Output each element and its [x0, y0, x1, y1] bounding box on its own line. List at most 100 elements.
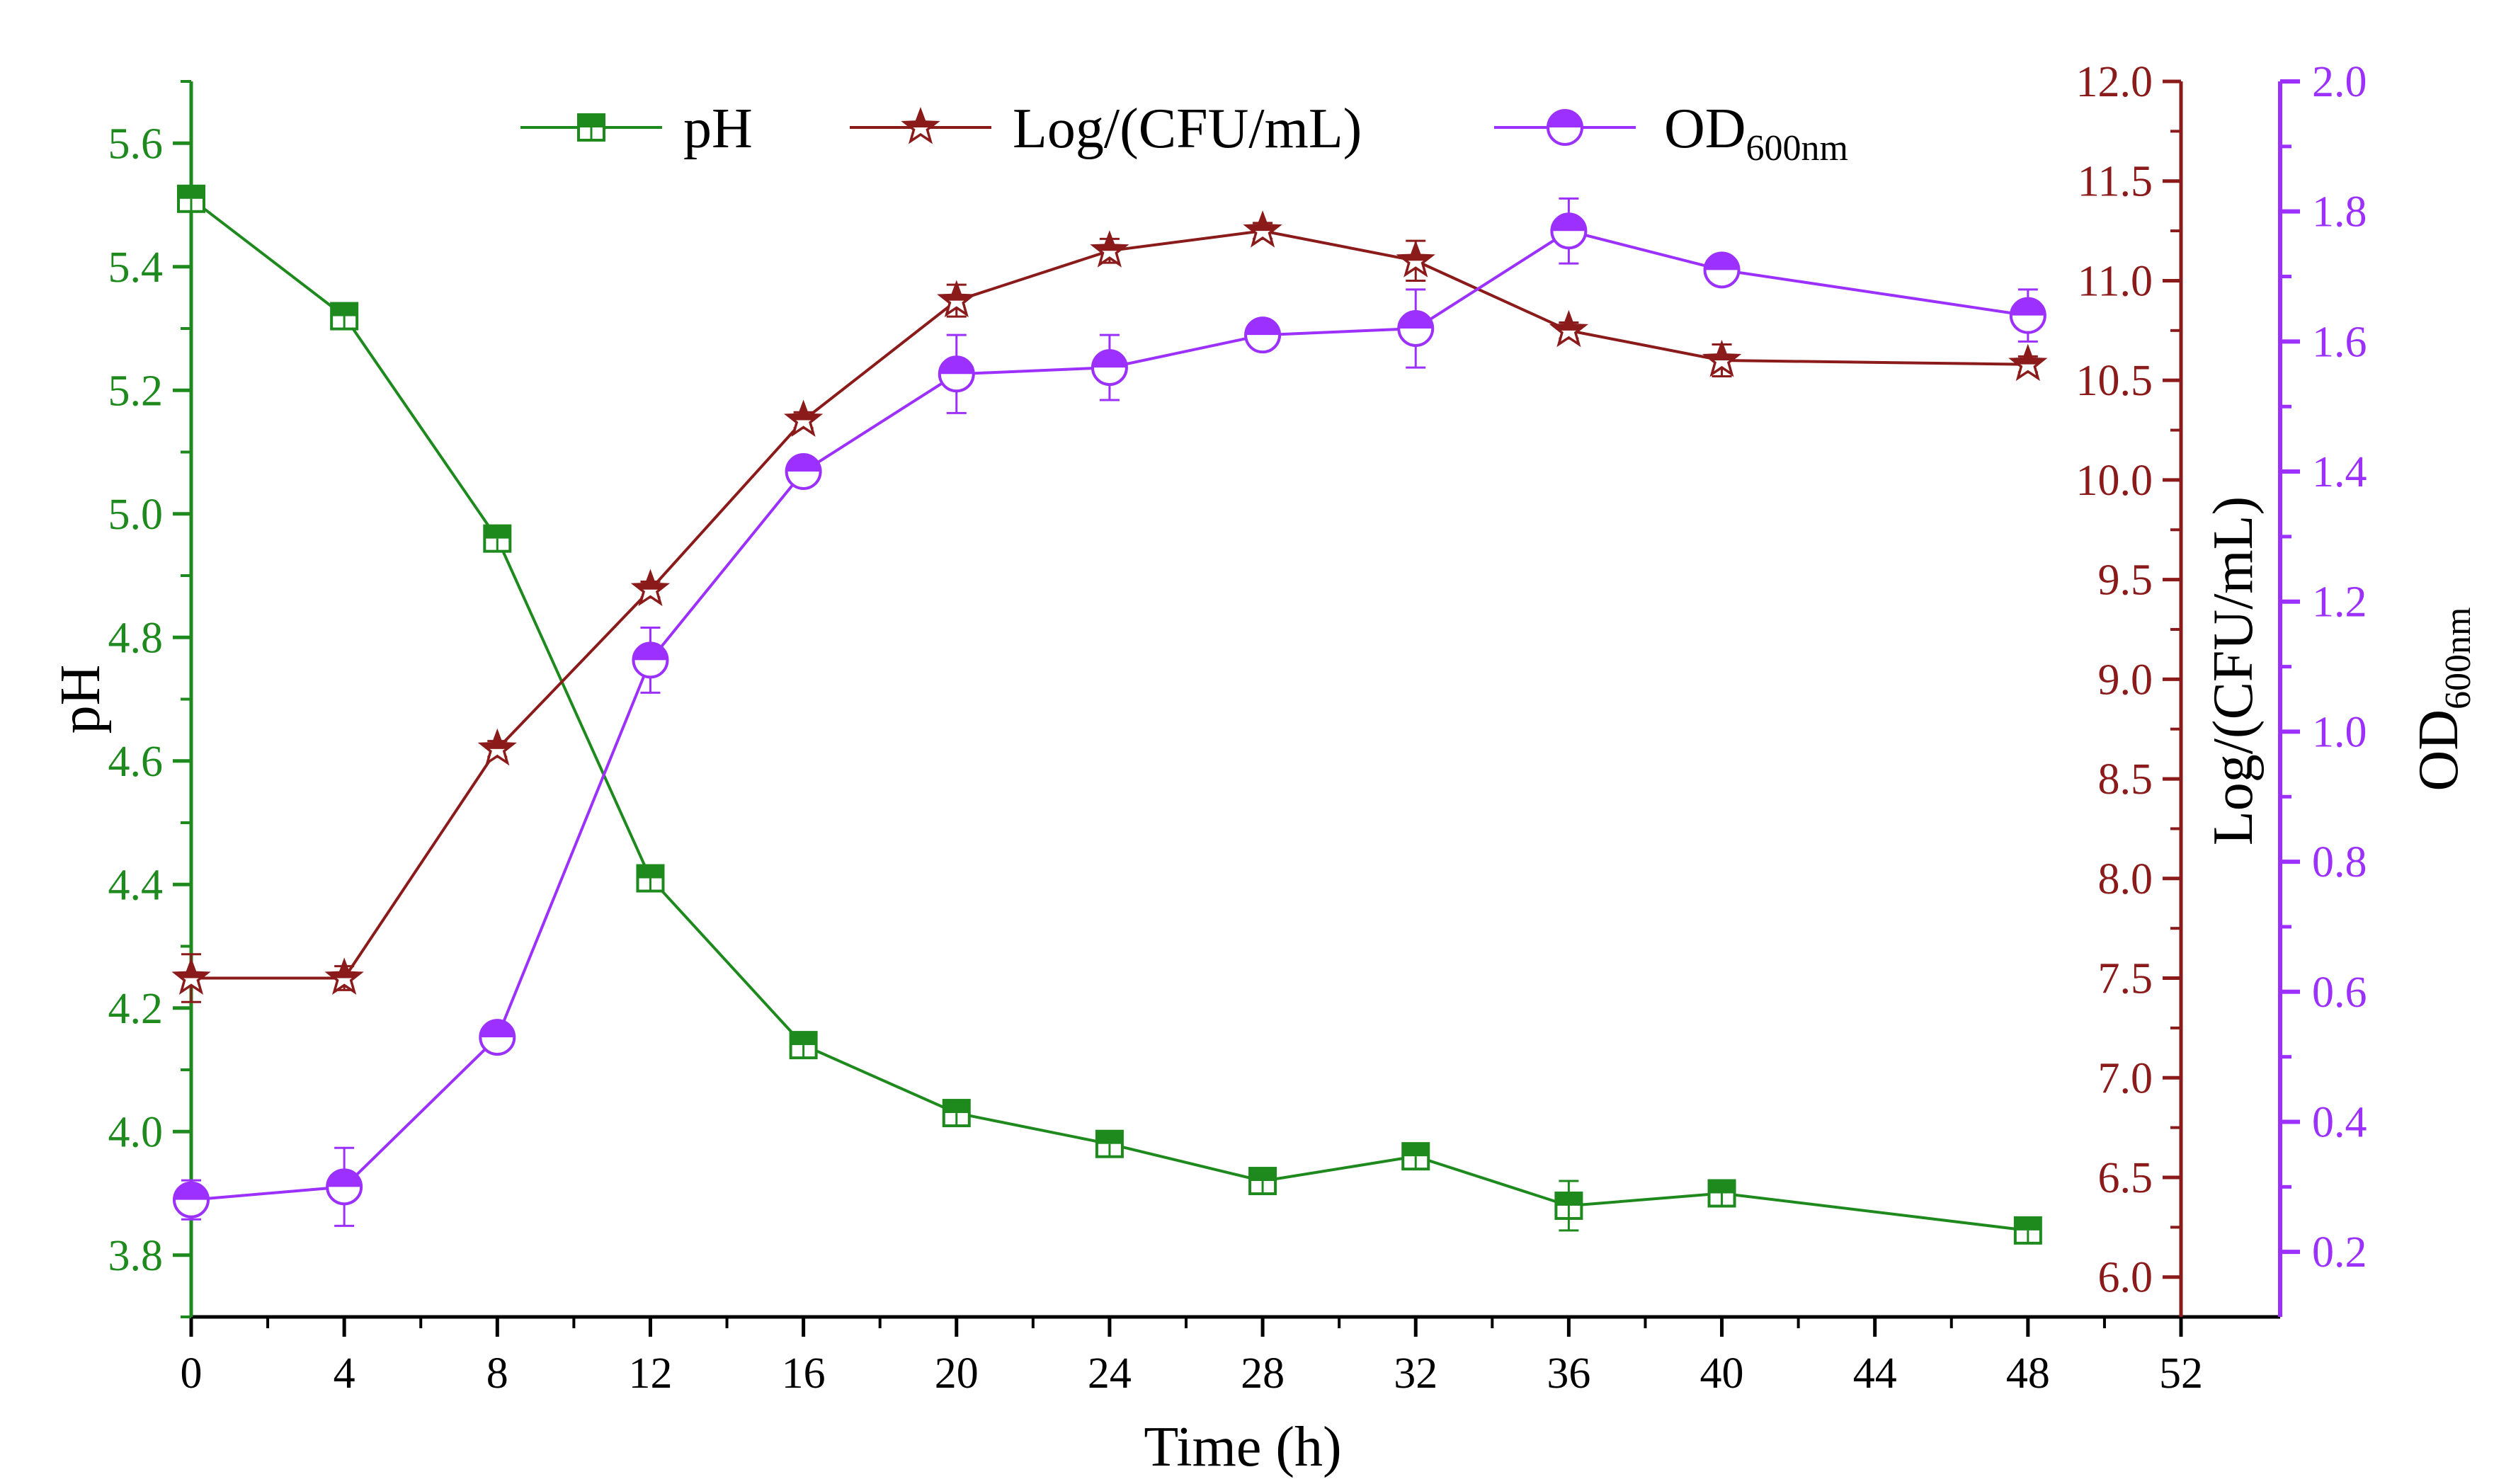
legend-label-main: Log/(CFU/mL): [1013, 98, 1362, 160]
data-point-log: [324, 957, 364, 995]
marker-square-fill: [2015, 1217, 2041, 1231]
data-point-log: [630, 569, 671, 607]
legend: pH Log/(CFU/mL) OD600nm: [520, 98, 1848, 169]
ph-tick-label: 5.2: [108, 367, 164, 415]
marker-star-fill: [2012, 347, 2044, 365]
marker-square-fill: [484, 525, 511, 539]
log-tick-label: 9.0: [2098, 656, 2153, 704]
data-point-od: [479, 1019, 516, 1056]
data-point-od: [1703, 251, 1741, 289]
x-tick-label: 4: [334, 1349, 355, 1398]
ph-tick-label: 5.4: [108, 244, 164, 292]
ph-tick-label: 4.8: [108, 614, 164, 662]
log-axis-title: Log/(CFU/mL): [2202, 496, 2265, 845]
x-tick-label: 24: [1088, 1349, 1132, 1398]
x-tick-label: 20: [935, 1349, 979, 1398]
log-tick-label: 7.5: [2098, 955, 2153, 1003]
data-point-od: [1550, 212, 1588, 250]
x-axis-title: Time (h): [1144, 1416, 1341, 1478]
marker-star-fill: [1705, 343, 1738, 361]
marker-square-fill: [943, 1100, 969, 1114]
marker-circle-fill: [1399, 312, 1433, 329]
legend-marker: [1547, 109, 1583, 146]
data-point-ph: [1554, 1191, 1583, 1220]
od-tick-label: 2.0: [2312, 58, 2367, 106]
marker-circle-fill: [1551, 214, 1586, 232]
marker-star-fill: [1093, 234, 1126, 251]
series-layer: [171, 184, 2048, 1245]
data-point-ph: [2013, 1216, 2042, 1245]
marker-circle-fill: [327, 1170, 362, 1187]
series-ph: [177, 184, 2042, 1245]
ph-tick-label: 5.0: [108, 491, 164, 539]
legend-label-sub: 600nm: [1746, 128, 1848, 169]
legend-label: Log/(CFU/mL): [1013, 98, 1362, 160]
data-point-log: [2008, 343, 2048, 382]
x-tick-label: 48: [2006, 1349, 2050, 1398]
series-line-od: [190, 229, 2029, 1202]
legend-label: pH: [683, 98, 753, 160]
marker-square-fill: [637, 865, 664, 879]
ph-tick-label: 5.6: [108, 120, 164, 168]
data-point-ph: [330, 302, 359, 331]
x-tick-label: 36: [1547, 1349, 1590, 1398]
marker-star-fill: [1246, 214, 1279, 232]
legend-label-main: OD: [1664, 98, 1746, 160]
od-tick-label: 1.6: [2312, 318, 2367, 366]
od-axis-title-main: OD: [2408, 709, 2470, 792]
data-point-log: [937, 280, 976, 318]
log-tick-label: 7.0: [2098, 1054, 2153, 1102]
od-tick-label: 0.8: [2312, 838, 2367, 886]
od-tick-label: 1.2: [2312, 578, 2367, 627]
od-tick-label: 1.4: [2312, 448, 2367, 496]
data-point-od: [632, 641, 669, 679]
ph-tick-label: 4.0: [108, 1108, 164, 1156]
marker-square-fill: [790, 1032, 816, 1046]
data-point-ph: [789, 1031, 818, 1060]
marker-star-fill: [1552, 313, 1585, 331]
data-point-ph: [1401, 1142, 1430, 1171]
marker-square-fill: [1556, 1192, 1582, 1206]
data-point-od: [938, 355, 975, 393]
data-point-od: [173, 1181, 210, 1218]
marker-star-fill: [175, 961, 207, 978]
marker-circle-fill: [1704, 253, 1739, 270]
x-tick-label: 52: [2159, 1349, 2203, 1398]
data-point-log: [1090, 230, 1129, 268]
marker-star-fill: [940, 283, 973, 301]
data-point-ph: [483, 524, 512, 553]
legend-label: OD600nm: [1664, 98, 1848, 169]
series-log: [171, 210, 2048, 1003]
log-tick-label: 12.0: [2076, 58, 2153, 106]
legend-label-main: pH: [683, 98, 753, 160]
marker-square-fill: [1403, 1143, 1429, 1157]
log-tick-label: 11.0: [2078, 257, 2153, 305]
marker-square-fill: [331, 303, 358, 316]
legend-item-ph: pH: [520, 98, 753, 160]
ph-axis-title: pH: [50, 665, 112, 734]
data-point-od: [1091, 349, 1128, 387]
marker-circle-fill: [633, 643, 668, 661]
marker-circle-fill: [1092, 350, 1127, 368]
ph-tick-label: 4.2: [108, 985, 164, 1033]
data-point-ph: [1707, 1179, 1736, 1208]
log-tick-label: 9.5: [2098, 556, 2153, 605]
data-point-ph: [1248, 1167, 1277, 1196]
ph-tick-label: 3.8: [108, 1232, 164, 1280]
marker-square-fill: [1250, 1168, 1276, 1182]
data-point-ph: [177, 184, 205, 213]
marker-circle-fill: [1246, 318, 1280, 336]
od-tick-label: 1.0: [2312, 708, 2367, 756]
data-point-od: [2009, 297, 2046, 334]
marker-circle-fill: [174, 1182, 208, 1200]
series-line-log: [191, 229, 2028, 980]
legend-item-od: OD600nm: [1494, 98, 1848, 169]
x-tick-label: 40: [1700, 1349, 1744, 1398]
data-point-log: [477, 728, 517, 766]
data-point-ph: [942, 1099, 971, 1128]
data-point-log: [1549, 309, 1588, 348]
marker-star-fill: [904, 110, 937, 127]
od-axis-title-sub: 600nm: [2438, 607, 2478, 709]
x-tick-label: 12: [628, 1349, 672, 1398]
